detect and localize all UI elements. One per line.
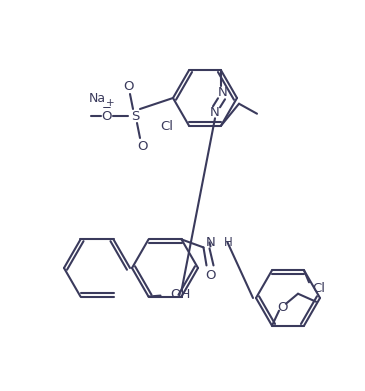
- Text: Cl: Cl: [312, 282, 325, 295]
- Text: S: S: [131, 109, 139, 122]
- Text: O: O: [205, 269, 216, 282]
- Text: +: +: [106, 98, 115, 108]
- Text: N: N: [210, 106, 220, 119]
- Text: −: −: [102, 102, 112, 115]
- Text: O: O: [102, 109, 112, 122]
- Text: OH: OH: [170, 288, 191, 301]
- Text: O: O: [137, 140, 147, 152]
- Text: O: O: [123, 79, 133, 93]
- Text: O: O: [277, 301, 287, 314]
- Text: Na: Na: [88, 91, 105, 104]
- Text: H: H: [223, 236, 232, 249]
- Text: N: N: [218, 86, 228, 99]
- Text: N: N: [206, 236, 215, 249]
- Text: Cl: Cl: [160, 120, 173, 133]
